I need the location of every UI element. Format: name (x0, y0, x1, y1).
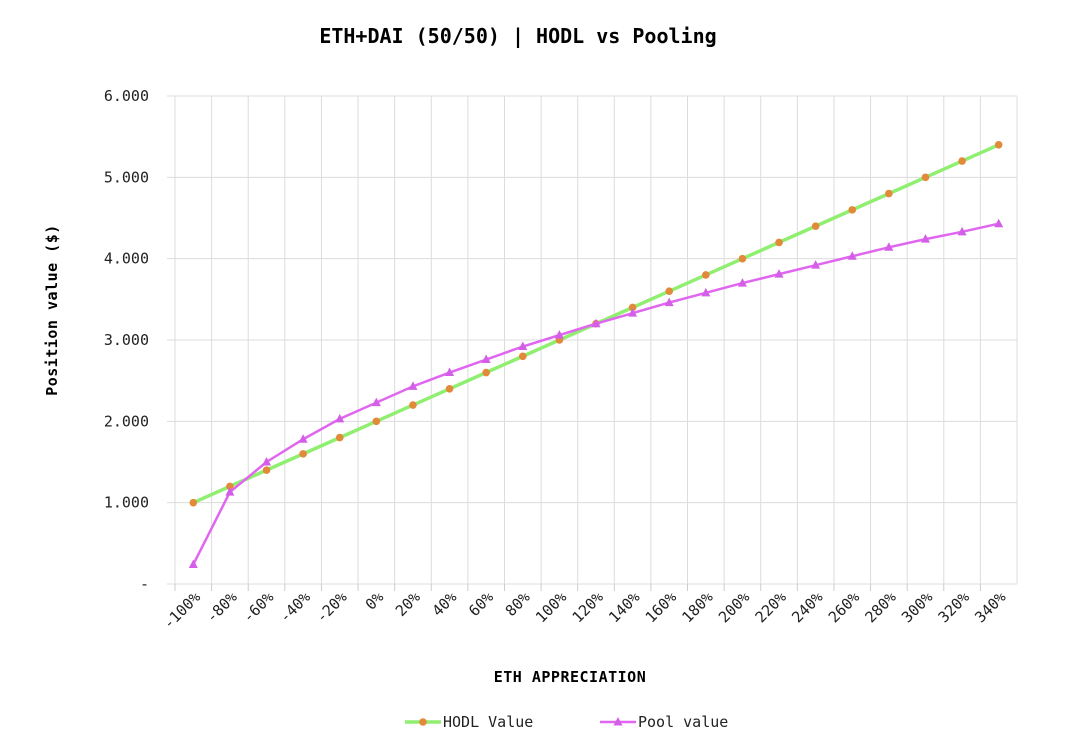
data-point-pool (884, 242, 894, 251)
data-point-pool (591, 318, 601, 328)
data-point-pool (811, 260, 821, 269)
data-point-pool (664, 297, 674, 307)
x-tick-label: 320% (935, 588, 973, 626)
data-point-hodl (628, 303, 637, 312)
data-point-hodl (665, 287, 674, 296)
data-point-hodl (335, 433, 344, 442)
data-point-hodl (994, 141, 1003, 149)
x-tick-label: -60% (239, 588, 277, 626)
data-point-hodl (702, 271, 710, 279)
y-axis-title: Position value ($) (43, 224, 61, 396)
x-tick-label: 180% (678, 588, 716, 626)
x-tick-label: 120% (569, 588, 607, 626)
series-layer (188, 141, 1004, 568)
x-tick-label: 300% (898, 588, 936, 626)
x-tick-label: -40% (276, 588, 314, 626)
data-point-hodl (299, 450, 307, 458)
data-point-hodl (445, 385, 454, 393)
data-point-pool (957, 226, 967, 236)
x-tick-label: 80% (502, 588, 534, 620)
x-tick-label: 200% (715, 588, 753, 626)
data-point-pool (518, 341, 528, 351)
y-tick-label: 6.000 (104, 87, 149, 105)
x-tick-label: 160% (642, 588, 680, 626)
x-tick-label: -80% (202, 588, 240, 626)
data-point-pool (994, 218, 1004, 228)
x-axis: -100%-80%-60%-40%-20% 0% 20% 40% 60% 80%100%1… (159, 584, 1010, 633)
x-tick-label: 340% (971, 588, 1009, 626)
data-point-hodl (885, 189, 893, 198)
data-point-pool (701, 287, 711, 297)
data-point-hodl (262, 466, 271, 474)
x-tick-label: -100% (159, 588, 204, 633)
legend: HODL Value Pool value (405, 713, 728, 731)
data-point-hodl (372, 417, 381, 426)
legend-label: HODL Value (443, 713, 533, 731)
chart-title: ETH+DAI (50/50) | HODL vs Pooling (319, 24, 716, 48)
x-tick-label: 60% (465, 588, 497, 620)
data-point-pool (335, 413, 345, 423)
y-tick-label: 4.000 (104, 250, 149, 268)
y-axis: - 1.000 2.000 3.000 4.000 5.000 6.000 (104, 87, 149, 593)
data-point-pool (298, 434, 308, 443)
y-tick-label: - (140, 575, 149, 593)
x-tick-label: 140% (605, 588, 643, 626)
x-tick-label: 40% (429, 588, 461, 620)
y-tick-label: 2.000 (104, 412, 149, 430)
x-tick-label: 100% (532, 588, 570, 626)
data-point-hodl (482, 368, 490, 377)
data-point-pool (408, 381, 418, 390)
data-point-pool (737, 278, 747, 287)
data-point-hodl (518, 352, 527, 361)
x-tick-label: 260% (825, 588, 863, 626)
x-tick-label: 240% (788, 588, 826, 626)
data-point-pool (225, 487, 235, 496)
data-point-hodl (226, 482, 234, 491)
x-tick-label: 0% (362, 588, 388, 614)
data-point-hodl (811, 222, 820, 230)
data-point-pool (774, 269, 784, 278)
data-point-pool (262, 457, 272, 466)
data-point-hodl (848, 206, 857, 214)
data-point-pool (371, 397, 381, 407)
legend-marker (613, 717, 623, 726)
data-point-pool (445, 367, 455, 377)
data-point-pool (847, 251, 857, 260)
legend-label: Pool value (638, 713, 728, 731)
x-tick-label: 220% (752, 588, 790, 626)
x-tick-label: 20% (392, 588, 424, 620)
data-point-pool (920, 234, 930, 243)
y-tick-label: 5.000 (104, 168, 149, 186)
legend-marker (419, 718, 427, 726)
data-point-pool (554, 330, 564, 339)
data-point-pool (481, 354, 491, 364)
data-point-hodl (921, 173, 930, 182)
data-point-hodl (189, 498, 198, 507)
data-point-hodl (409, 401, 417, 409)
x-axis-title: ETH APPRECIATION (494, 668, 647, 686)
series-line (192, 222, 999, 566)
data-point-hodl (738, 254, 747, 263)
x-tick-label: 280% (861, 588, 899, 626)
data-point-hodl (958, 157, 966, 165)
data-point-pool (188, 559, 198, 568)
data-point-pool (628, 308, 638, 317)
y-tick-label: 1.000 (104, 494, 149, 512)
y-tick-label: 3.000 (104, 331, 149, 349)
x-tick-label: -20% (312, 588, 350, 626)
grid (167, 95, 1018, 585)
data-point-hodl (775, 238, 783, 247)
